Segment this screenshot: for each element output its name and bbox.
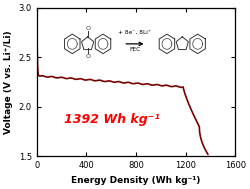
Y-axis label: Voltage (V vs. Li⁺/Li): Voltage (V vs. Li⁺/Li) bbox=[4, 30, 13, 134]
X-axis label: Energy Density (Wh kg⁻¹): Energy Density (Wh kg⁻¹) bbox=[71, 176, 201, 185]
Text: 1392 Wh kg⁻¹: 1392 Wh kg⁻¹ bbox=[64, 113, 160, 126]
